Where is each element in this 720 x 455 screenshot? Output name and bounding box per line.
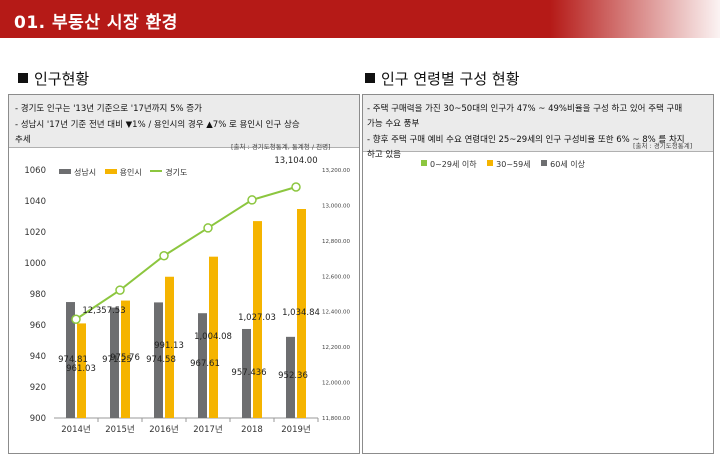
legend-swatch <box>104 169 117 174</box>
age-panel: - 주택 구매력을 가진 30~50대의 인구가 47% ~ 49%비율을 구성… <box>362 94 714 454</box>
legend-item: 성남시 <box>59 168 96 177</box>
legend-swatch <box>59 169 71 174</box>
legend-item: 경기도 <box>150 168 187 177</box>
header-bar: 01. 부동산 시장 환경 <box>0 0 720 38</box>
left-section-title: 인구현황 <box>34 70 90 88</box>
right-section-heading: 인구 연령별 구성 현황 <box>365 68 520 89</box>
note-line: 가능 수요 풍부 <box>367 119 420 129</box>
note-line: - 성남시 '17년 기준 전년 대비 ▼1% / 용인시의 경우 ▲7% 로 … <box>15 120 300 130</box>
square-bullet-icon <box>18 73 28 83</box>
legend-item: 용인시 <box>104 168 142 177</box>
source-label: [출처 : 경기도청통계, 통계청 / 천명] <box>231 143 331 151</box>
legend-item: 0~29세 이하 <box>421 160 477 169</box>
note-line: - 향후 주택 구매 예비 수요 연령대인 25~29세의 인구 구성비율 또한… <box>367 135 685 145</box>
legend-item: 60세 이상 <box>541 160 585 169</box>
legend-swatch <box>541 160 548 166</box>
note-line: - 경기도 인구는 '13년 기준으로 '17년까지 5% 증가 <box>15 104 202 114</box>
note-line: 추세 <box>15 135 31 145</box>
right-section-title: 인구 연령별 구성 현황 <box>381 70 520 88</box>
legend: 0~29세 이하 30~59세 60세 이상 <box>421 159 585 170</box>
header-fade <box>550 0 720 38</box>
legend-swatch <box>487 160 494 166</box>
note-line: - 주택 구매력을 가진 30~50대의 인구가 47% ~ 49%비율을 구성… <box>367 104 683 114</box>
square-bullet-icon <box>365 73 375 83</box>
page-title: 01. 부동산 시장 환경 <box>14 13 178 33</box>
left-section-heading: 인구현황 <box>18 68 89 89</box>
population-notes: - 경기도 인구는 '13년 기준으로 '17년까지 5% 증가 - 성남시 '… <box>9 95 359 148</box>
legend-swatch <box>421 160 427 166</box>
note-line: 하고 있음 <box>367 150 401 160</box>
age-notes: - 주택 구매력을 가진 30~50대의 인구가 47% ~ 49%비율을 구성… <box>363 95 713 160</box>
legend-swatch <box>150 170 163 172</box>
legend-item: 30~59세 <box>487 160 531 169</box>
population-panel: - 경기도 인구는 '13년 기준으로 '17년까지 5% 증가 - 성남시 '… <box>8 94 360 454</box>
legend: 성남시 용인시 경기도 <box>59 167 187 178</box>
source-label: [출처 : 경기도청통계] <box>633 142 693 150</box>
